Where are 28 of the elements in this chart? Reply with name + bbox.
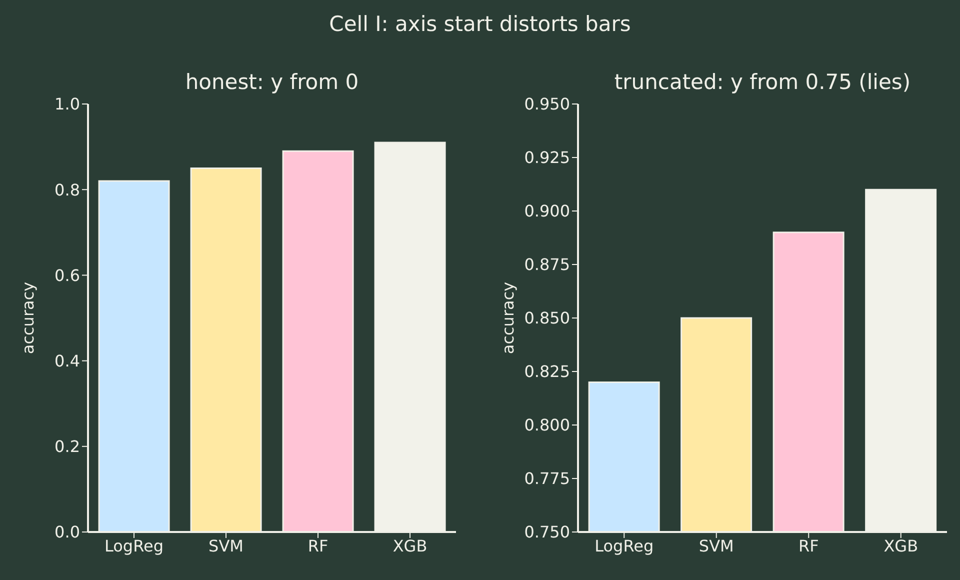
y-tick-label: 0.950: [524, 94, 570, 114]
x-tick-label: SVM: [698, 536, 734, 556]
y-tick-label: 0.4: [54, 351, 80, 370]
x-tick-label: RF: [798, 536, 819, 556]
text: Cell I: axis start distorts bars: [328, 12, 632, 36]
y-tick-label: 0.925: [524, 148, 570, 168]
y-tick-label: 0.2: [54, 437, 80, 456]
y-axis-title: accuracy: [498, 282, 518, 354]
y-tick-label: 0.825: [524, 362, 570, 382]
y-tick-label: 0.8: [54, 180, 80, 200]
y-tick-label: 0.0: [54, 522, 80, 542]
chart-title: honest: y from 0: [184, 70, 360, 94]
y-tick-label: 0.6: [54, 266, 80, 285]
x-tick-label: LogReg: [104, 536, 164, 556]
x-tick-label: XGB: [392, 536, 428, 556]
y-tick-label: 0.900: [524, 202, 570, 221]
y-tick-label: 0.775: [524, 469, 570, 488]
x-tick-label: XGB: [884, 536, 918, 556]
x-tick-label: RF: [308, 536, 328, 556]
x-tick-label: SVM: [208, 536, 244, 556]
y-tick-label: 0.750: [524, 522, 570, 542]
y-tick-label: 1.0: [54, 94, 80, 114]
chart-title: truncated: y from 0.75 (lies): [613, 70, 912, 94]
y-tick-label: 0.875: [524, 255, 570, 274]
y-axis-title: accuracy: [18, 282, 38, 354]
y-tick-label: 0.850: [524, 308, 570, 328]
y-tick-label: 0.800: [524, 416, 570, 435]
x-tick-label: LogReg: [594, 536, 654, 556]
